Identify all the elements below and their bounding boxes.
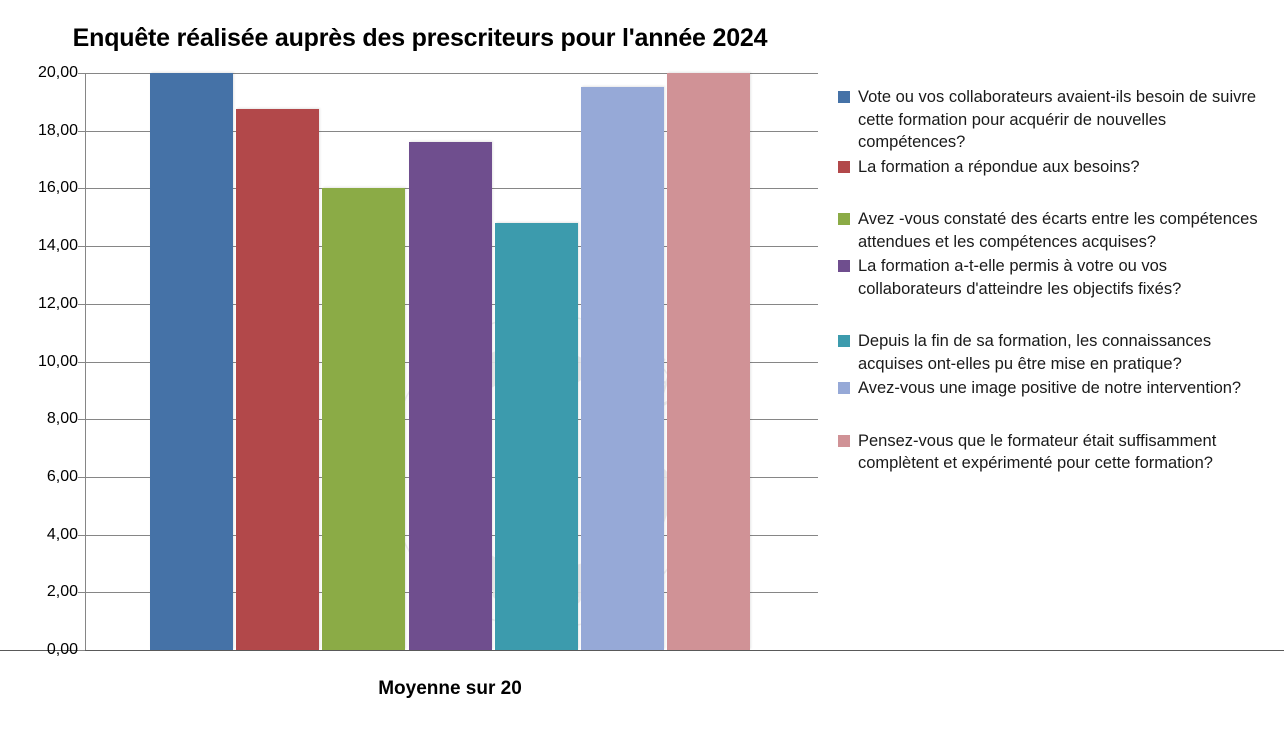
legend-item[interactable]: Avez-vous une image positive de notre in…: [838, 377, 1268, 400]
legend-item[interactable]: La formation a répondue aux besoins?: [838, 156, 1268, 179]
legend-item[interactable]: Depuis la fin de sa formation, les conna…: [838, 330, 1268, 375]
y-axis-tick-mark: [78, 246, 85, 248]
y-axis-tick-mark: [78, 476, 85, 478]
y-axis-tick-mark: [78, 73, 85, 74]
y-axis-tick-mark: [78, 592, 85, 594]
x-axis-title: Moyenne sur 20: [378, 678, 522, 699]
y-axis-tick-label: 18,00: [37, 121, 78, 139]
bar[interactable]: [236, 109, 320, 650]
legend-item-label: Avez-vous une image positive de notre in…: [858, 379, 1242, 397]
y-axis-tick-label: 2,00: [46, 583, 78, 601]
gridline: [85, 73, 818, 74]
y-axis-tick-mark: [78, 419, 85, 421]
bars-layer: [85, 73, 818, 650]
y-axis-tick-mark: [78, 130, 85, 132]
y-axis-tick-label: 8,00: [46, 410, 78, 428]
y-axis-line: [85, 73, 86, 651]
y-axis-tick-mark: [78, 534, 85, 536]
chart-legend: Vote ou vos collaborateurs avaient-ils b…: [838, 86, 1268, 477]
y-axis-tick-label: 16,00: [37, 179, 78, 197]
legend-swatch-icon: [838, 434, 850, 447]
y-axis-tick-label: 0,00: [46, 641, 78, 658]
legend-item-label: Vote ou vos collaborateurs avaient-ils b…: [858, 88, 1257, 151]
legend-item[interactable]: Pensez-vous que le formateur était suffi…: [838, 430, 1268, 475]
legend-swatch-icon: [838, 382, 850, 394]
legend-swatch-icon: [838, 260, 850, 272]
bar[interactable]: [408, 142, 492, 650]
bar[interactable]: [581, 87, 664, 650]
y-axis-tick-mark: [78, 188, 85, 190]
x-axis-line: [0, 650, 1284, 651]
legend-swatch-icon: [838, 213, 850, 225]
legend-item-label: La formation a-t-elle permis à votre ou …: [858, 257, 1182, 298]
legend-item[interactable]: Vote ou vos collaborateurs avaient-ils b…: [838, 86, 1268, 154]
gridline: [85, 130, 818, 132]
y-axis-tick-label: 10,00: [37, 352, 78, 370]
y-axis-tick-label: 20,00: [37, 64, 78, 81]
y-axis-tick-mark: [78, 650, 85, 651]
y-axis-tick-label: 4,00: [46, 525, 78, 543]
bar[interactable]: [150, 73, 233, 650]
legend-item-label: Depuis la fin de sa formation, les conna…: [858, 332, 1212, 373]
legend-item-label: Pensez-vous que le formateur était suffi…: [858, 431, 1217, 473]
y-axis-tick-mark: [78, 361, 85, 363]
plot-area: Expertise Cuisson: [85, 73, 818, 651]
y-axis-tick-label: 12,00: [37, 294, 78, 312]
y-axis-tick-label: 14,00: [37, 237, 78, 255]
legend-item-label: Avez -vous constaté des écarts entre les…: [858, 210, 1258, 251]
y-axis-tick-label: 6,00: [46, 467, 78, 485]
bar[interactable]: [322, 188, 406, 650]
legend-swatch-icon: [838, 335, 850, 347]
chart-title: Enquête réalisée auprès des prescriteurs…: [72, 24, 768, 52]
legend-item-label: La formation a répondue aux besoins?: [858, 157, 1140, 176]
legend-swatch-icon: [838, 91, 850, 103]
bar[interactable]: [494, 223, 578, 650]
legend-item[interactable]: Avez -vous constaté des écarts entre les…: [838, 208, 1268, 253]
legend-item[interactable]: La formation a-t-elle permis à votre ou …: [838, 255, 1268, 300]
legend-swatch-icon: [838, 160, 850, 173]
y-axis-tick-mark: [78, 303, 85, 305]
bar[interactable]: [667, 73, 751, 650]
